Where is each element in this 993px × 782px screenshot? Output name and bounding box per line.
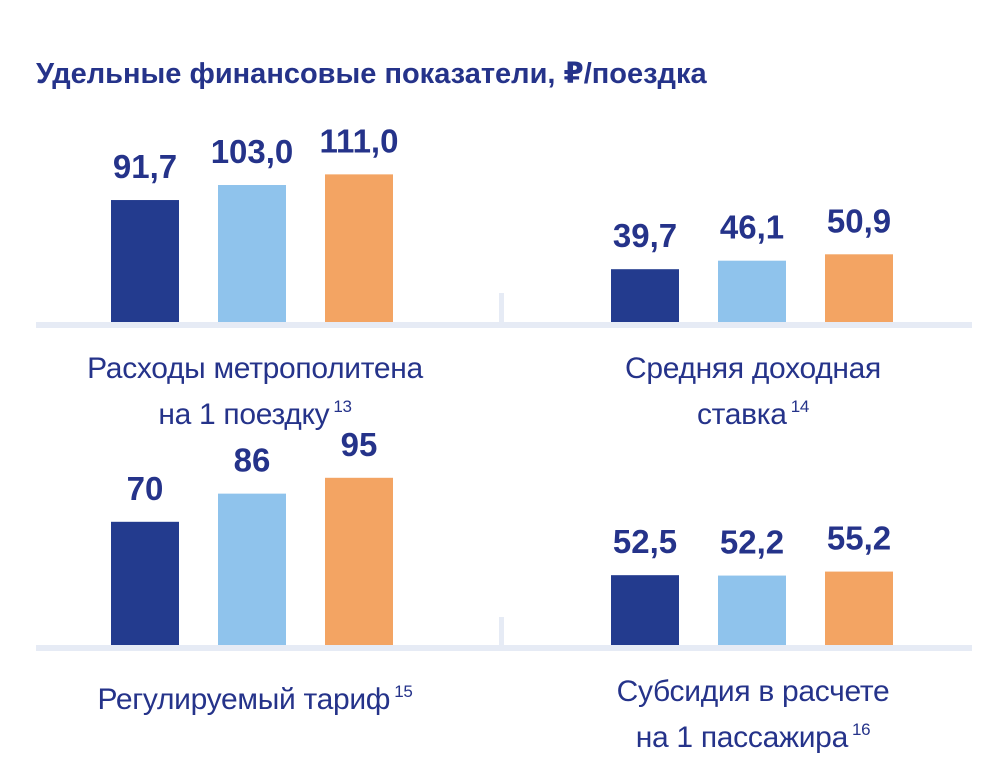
caption-line-1: Расходы метрополитена: [87, 352, 423, 385]
caption-metro-costs: Расходы метрополитена на 1 поездку 13: [40, 350, 470, 434]
footnote-16: 16: [851, 720, 871, 739]
average-revenue-bar-2: [718, 260, 786, 322]
bars-metro-costs: 91,7 103,0 111,0: [111, 122, 399, 322]
metro-costs-value-label-3: 111,0: [320, 122, 399, 159]
caption-line-1: Средняя доходная: [624, 352, 881, 385]
average-revenue-value-label-2: 46,1: [720, 209, 784, 246]
metro-costs-bar-2: [218, 185, 286, 322]
footnote-15: 15: [394, 682, 413, 701]
caption-average-revenue: Средняя доходная ставка 14: [538, 350, 968, 434]
regulated-tariff-value-label-2: 86: [234, 442, 271, 479]
caption-line-2: ставка: [696, 398, 787, 431]
chart-title: Удельные финансовые показатели, ₽/поездк…: [36, 58, 707, 90]
bars-subsidy: 52,5 52,2 55,2: [611, 520, 893, 645]
subsidy-bar-2: [718, 575, 786, 645]
caption-line-1: Регулируемый тариф: [97, 683, 391, 716]
subsidy-bar-1: [611, 575, 679, 645]
average-revenue-bar-3: [825, 254, 893, 322]
footnote-13: 13: [333, 397, 352, 416]
divider-top: [499, 293, 504, 323]
chart-panel-metro-costs: 91,7 103,0 111,0: [111, 100, 411, 324]
footnote-14: 14: [790, 397, 810, 416]
subsidy-value-label-1: 52,5: [613, 523, 677, 560]
bars-average-revenue: 39,7 46,1 50,9: [611, 202, 893, 322]
baseline-bottom: [36, 645, 972, 651]
subsidy-value-label-2: 52,2: [720, 524, 784, 561]
divider-bottom: [499, 617, 504, 647]
chart-panel-subsidy: 52,5 52,2 55,2: [611, 423, 911, 647]
average-revenue-value-label-3: 50,9: [827, 202, 891, 239]
metro-costs-bar-1: [111, 200, 179, 322]
regulated-tariff-bar-3: [325, 477, 393, 645]
subsidy-value-label-3: 55,2: [827, 520, 891, 557]
subsidy-bar-3: [825, 571, 893, 645]
caption-subsidy: Субсидия в расчете на 1 пассажира 16: [538, 673, 968, 757]
average-revenue-value-label-1: 39,7: [613, 217, 677, 254]
metro-costs-bar-3: [325, 174, 393, 322]
regulated-tariff-bar-2: [218, 493, 286, 645]
caption-line-2: на 1 пассажира: [635, 721, 849, 754]
baseline-top: [36, 322, 972, 328]
bars-regulated-tariff: 70 86 95: [111, 426, 393, 645]
regulated-tariff-value-label-3: 95: [341, 426, 378, 463]
metro-costs-value-label-2: 103,0: [211, 133, 294, 170]
chart-panel-average-revenue: 39,7 46,1 50,9: [611, 100, 911, 324]
metro-costs-value-label-1: 91,7: [113, 148, 177, 185]
caption-line-2: на 1 поездку: [158, 398, 330, 431]
chart-panel-regulated-tariff: 70 86 95: [111, 423, 411, 647]
average-revenue-bar-1: [611, 269, 679, 322]
caption-line-1: Субсидия в расчете: [616, 675, 890, 708]
regulated-tariff-value-label-1: 70: [127, 470, 164, 507]
caption-regulated-tariff: Регулируемый тариф 15: [40, 673, 470, 719]
regulated-tariff-bar-1: [111, 521, 179, 645]
